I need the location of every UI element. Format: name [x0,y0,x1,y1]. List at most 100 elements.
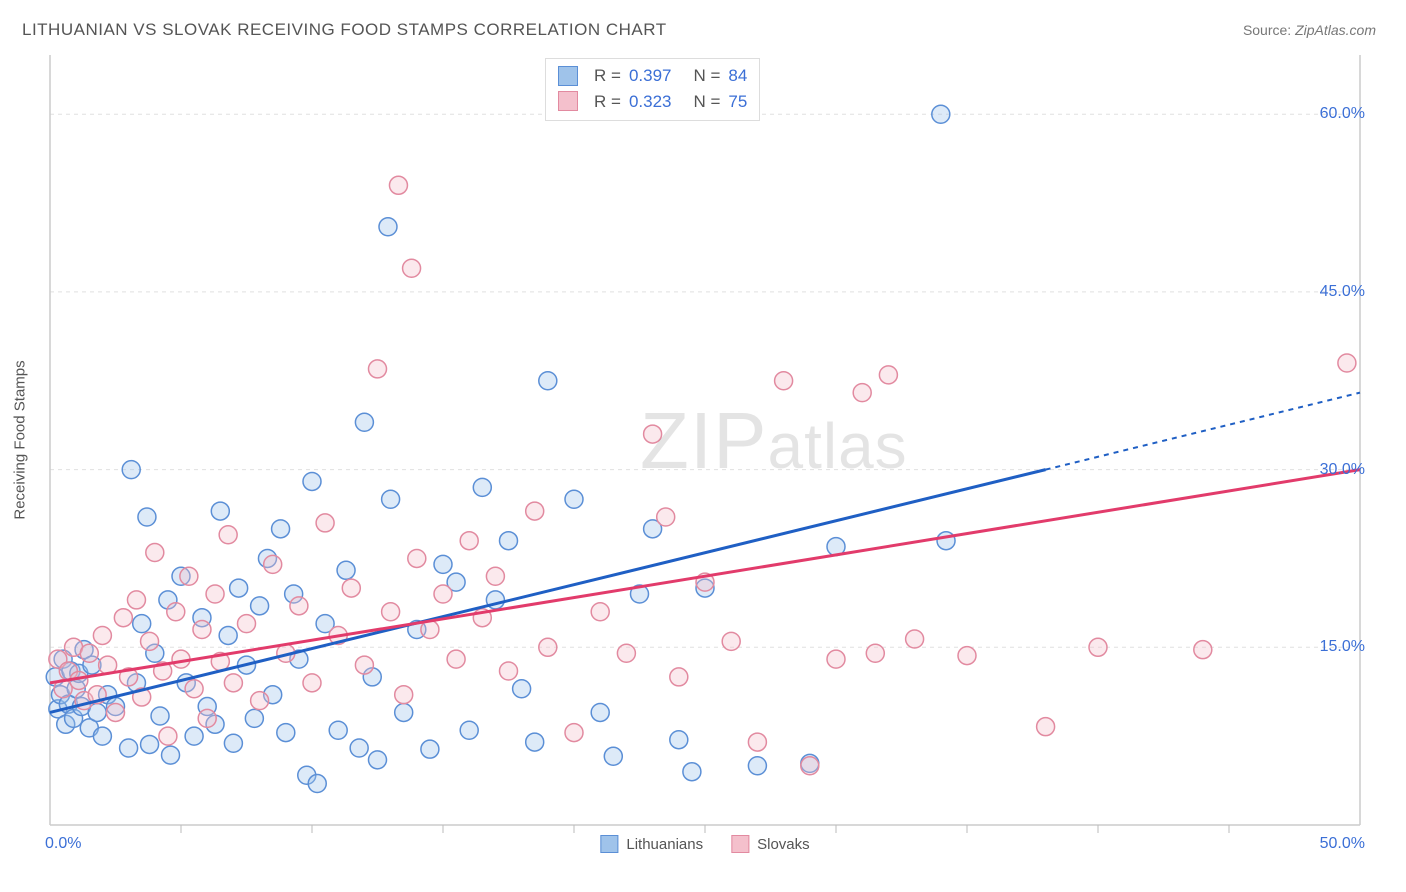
slovaks-point [127,591,145,609]
slovaks-point [722,632,740,650]
slovaks-point [167,603,185,621]
slovaks-point [670,668,688,686]
series-legend: Lithuanians Slovaks [600,835,809,853]
slovaks-point [408,549,426,567]
slovaks-point [403,259,421,277]
lithuanians-point [224,734,242,752]
r-value: 0.397 [629,63,672,89]
y-tick-label: 15.0% [1320,638,1365,656]
slovaks-point [93,626,111,644]
lithuanians-point [379,218,397,236]
slovaks-point [80,644,98,662]
lithuanians-point [434,555,452,573]
lithuanians-point [565,490,583,508]
slovaks-point [906,630,924,648]
slovaks-point [486,567,504,585]
slovaks-point [644,425,662,443]
lithuanians-point [303,472,321,490]
r-value: 0.323 [629,89,672,115]
slovaks-point [539,638,557,656]
slovaks-point [141,632,159,650]
lithuanians-trendline [50,470,1046,713]
lithuanians-point [151,707,169,725]
lithuanians-point [460,721,478,739]
slovaks-point [958,647,976,665]
correlation-stats-box: R =0.397N =84R =0.323N =75 [545,58,760,121]
slovaks-point [146,544,164,562]
stats-swatch [558,66,578,86]
lithuanians-point [185,727,203,745]
lithuanians-point [120,739,138,757]
slovaks-point [1338,354,1356,372]
slovaks-point [180,567,198,585]
lithuanians-point [369,751,387,769]
slovaks-point [264,555,282,573]
lithuanians-point [591,703,609,721]
plot-area: Receiving Food Stamps 15.0%30.0%45.0%60.… [50,55,1360,825]
y-tick-label: 30.0% [1320,461,1365,479]
slovaks-point [303,674,321,692]
r-label: R = [594,63,621,89]
slovaks-point [355,656,373,674]
lithuanians-point [133,615,151,633]
slovaks-point [1194,641,1212,659]
lithuanians-point [748,757,766,775]
slovaks-point [827,650,845,668]
slovaks-point [617,644,635,662]
lithuanians-point [141,735,159,753]
lithuanians-point [473,478,491,496]
scatter-plot-svg [50,55,1360,825]
slovaks-point [866,644,884,662]
lithuanians-point [683,763,701,781]
lithuanians-point [500,532,518,550]
slovaks-point [382,603,400,621]
lithuanians-point [421,740,439,758]
lithuanians-point [329,721,347,739]
slovaks-point [748,733,766,751]
stats-swatch [558,91,578,111]
lithuanians-point [604,747,622,765]
chart-title: LITHUANIAN VS SLOVAK RECEIVING FOOD STAM… [22,20,667,40]
legend-item-lithuanians: Lithuanians [600,835,703,853]
lithuanians-point [308,775,326,793]
source-attribution: Source: ZipAtlas.com [1243,22,1376,38]
lithuanians-point [395,703,413,721]
y-tick-label: 45.0% [1320,283,1365,301]
r-label: R = [594,89,621,115]
slovaks-point [316,514,334,532]
slovaks-point [159,727,177,745]
slovaks-point [342,579,360,597]
lithuanians-point [350,739,368,757]
stats-row-lithuanians: R = 0.397 N = 84 [558,63,747,89]
slovaks-point [114,609,132,627]
lithuanians-point [230,579,248,597]
n-label: N = [693,63,720,89]
y-tick-label: 60.0% [1320,105,1365,123]
slovaks-point [853,384,871,402]
slovaks-point [395,686,413,704]
x-axis-max-label: 50.0% [1320,835,1365,853]
slovaks-point [500,662,518,680]
slovaks-point [206,585,224,603]
lithuanians-point [138,508,156,526]
slovaks-point [389,176,407,194]
lithuanians-point [670,731,688,749]
slovaks-point [526,502,544,520]
lithuanians-point [337,561,355,579]
slovaks-point [198,709,216,727]
source-prefix: Source: [1243,22,1295,38]
slovaks-point [657,508,675,526]
lithuanians-point [355,413,373,431]
legend-label: Slovaks [757,836,810,853]
n-value: 84 [728,63,747,89]
legend-item-slovaks: Slovaks [731,835,810,853]
slovaks-point [251,692,269,710]
slovaks-point [224,674,242,692]
lithuanians-point [932,105,950,123]
slovaks-trendline [50,470,1360,683]
slovaks-point [565,724,583,742]
slovaks-point [447,650,465,668]
slovaks-point [369,360,387,378]
legend-swatch [731,835,749,853]
slovaks-point [434,585,452,603]
